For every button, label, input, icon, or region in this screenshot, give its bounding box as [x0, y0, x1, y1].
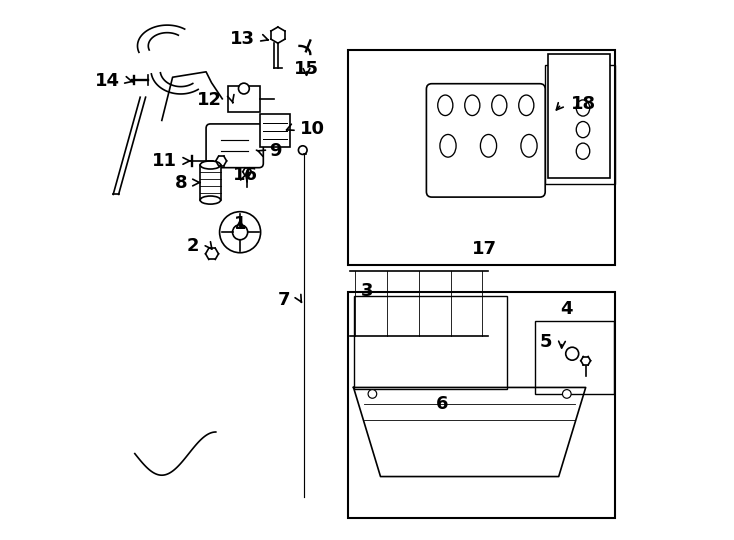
Bar	[348, 292, 615, 518]
Ellipse shape	[480, 134, 497, 157]
Circle shape	[233, 225, 247, 240]
Ellipse shape	[492, 95, 507, 116]
Ellipse shape	[521, 134, 537, 157]
Text: 1: 1	[234, 215, 247, 233]
Bar	[200, 165, 221, 200]
Ellipse shape	[200, 161, 221, 169]
Bar	[548, 54, 610, 178]
Circle shape	[566, 347, 578, 360]
Text: 14: 14	[95, 72, 120, 90]
Ellipse shape	[576, 100, 589, 116]
Text: 7: 7	[278, 291, 291, 309]
Text: 8: 8	[175, 173, 188, 192]
Bar	[228, 86, 260, 112]
Ellipse shape	[576, 143, 589, 159]
Bar	[545, 65, 615, 184]
Bar	[348, 50, 615, 265]
FancyBboxPatch shape	[206, 124, 264, 167]
Text: 5: 5	[539, 333, 552, 351]
Ellipse shape	[200, 196, 221, 204]
Circle shape	[562, 390, 571, 399]
Text: 10: 10	[299, 119, 324, 138]
Text: 15: 15	[294, 60, 319, 78]
Circle shape	[368, 390, 377, 399]
Circle shape	[299, 146, 307, 154]
Text: 3: 3	[360, 281, 374, 300]
FancyBboxPatch shape	[426, 84, 545, 197]
Text: 11: 11	[152, 152, 177, 170]
Circle shape	[219, 212, 261, 253]
Ellipse shape	[519, 95, 534, 116]
Bar	[354, 296, 507, 389]
Text: 16: 16	[233, 166, 258, 185]
Text: 2: 2	[187, 237, 200, 255]
Text: 13: 13	[230, 30, 255, 48]
Bar	[261, 114, 290, 147]
Ellipse shape	[437, 95, 453, 116]
Ellipse shape	[576, 122, 589, 138]
Text: 4: 4	[561, 300, 573, 318]
Ellipse shape	[465, 95, 480, 116]
Text: 18: 18	[571, 95, 596, 113]
Text: 17: 17	[472, 240, 497, 259]
Text: 12: 12	[197, 91, 222, 109]
Text: 6: 6	[436, 395, 449, 413]
Circle shape	[239, 83, 250, 94]
Ellipse shape	[440, 134, 456, 157]
Bar	[536, 321, 614, 394]
Text: 9: 9	[269, 142, 281, 160]
